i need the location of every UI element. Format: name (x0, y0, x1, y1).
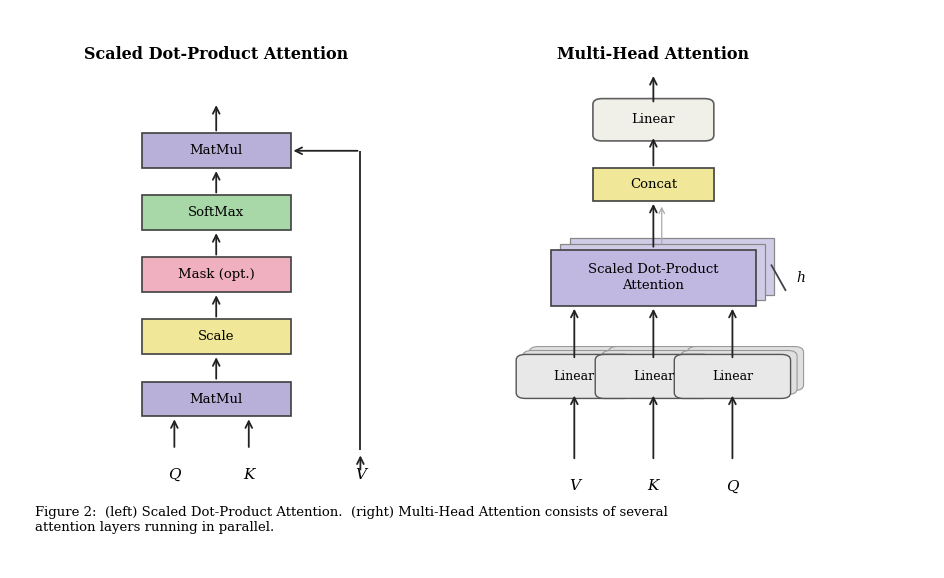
Text: K: K (244, 468, 255, 482)
FancyBboxPatch shape (561, 244, 765, 301)
Text: V: V (569, 479, 580, 494)
Text: K: K (648, 479, 659, 494)
Text: Mask (opt.): Mask (opt.) (177, 268, 255, 281)
Text: Scaled Dot-Product
Attention: Scaled Dot-Product Attention (588, 263, 718, 292)
Text: Scaled Dot-Product Attention: Scaled Dot-Product Attention (84, 46, 348, 64)
FancyBboxPatch shape (530, 347, 646, 391)
FancyBboxPatch shape (674, 354, 790, 398)
Text: V: V (355, 468, 366, 482)
Text: Linear: Linear (632, 113, 675, 126)
FancyBboxPatch shape (687, 347, 803, 391)
FancyBboxPatch shape (681, 350, 797, 395)
FancyBboxPatch shape (608, 347, 725, 391)
Text: Scale: Scale (198, 331, 234, 343)
Text: MatMul: MatMul (190, 392, 243, 406)
FancyBboxPatch shape (569, 238, 774, 295)
FancyBboxPatch shape (142, 195, 291, 230)
Text: h: h (797, 271, 805, 285)
FancyBboxPatch shape (593, 168, 714, 201)
Text: SoftMax: SoftMax (188, 206, 244, 219)
Text: Q: Q (168, 468, 180, 482)
FancyBboxPatch shape (142, 381, 291, 417)
FancyBboxPatch shape (523, 350, 639, 395)
Text: Linear: Linear (554, 370, 595, 383)
FancyBboxPatch shape (516, 354, 632, 398)
FancyBboxPatch shape (142, 320, 291, 354)
Text: Linear: Linear (712, 370, 753, 383)
Text: Linear: Linear (632, 370, 674, 383)
FancyBboxPatch shape (551, 250, 756, 306)
Text: Q: Q (726, 479, 739, 494)
Text: Concat: Concat (630, 178, 677, 191)
Text: MatMul: MatMul (190, 144, 243, 157)
FancyBboxPatch shape (593, 99, 714, 141)
Text: Figure 2:  (left) Scaled Dot-Product Attention.  (right) Multi-Head Attention co: Figure 2: (left) Scaled Dot-Product Atte… (35, 506, 667, 534)
FancyBboxPatch shape (142, 257, 291, 292)
Text: Multi-Head Attention: Multi-Head Attention (557, 46, 750, 64)
FancyBboxPatch shape (142, 134, 291, 168)
FancyBboxPatch shape (601, 350, 718, 395)
FancyBboxPatch shape (596, 354, 712, 398)
